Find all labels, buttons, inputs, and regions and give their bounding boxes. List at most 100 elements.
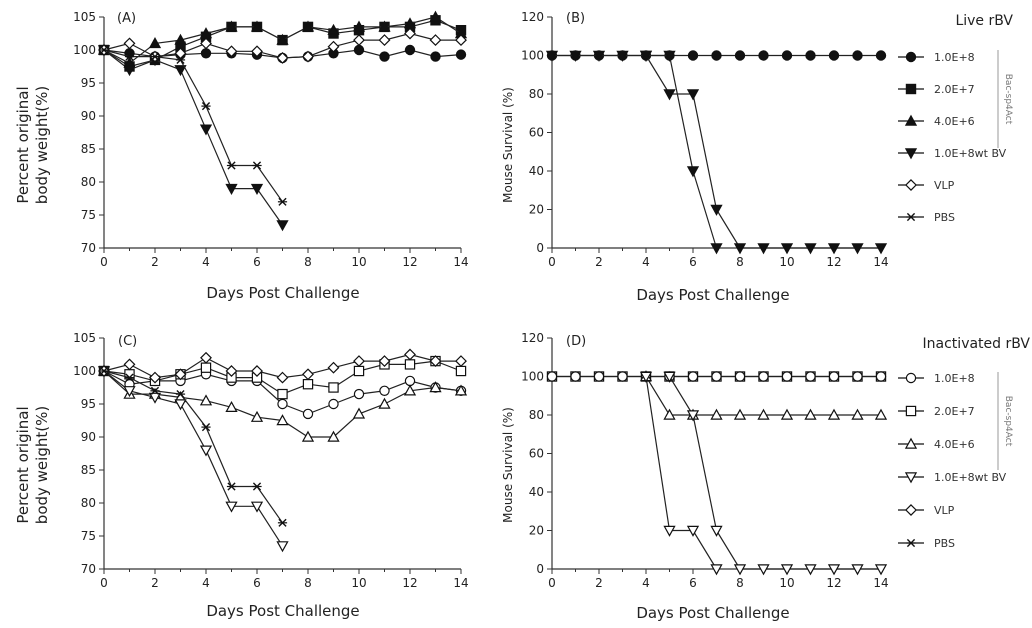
x-tick-label: 10 bbox=[779, 255, 794, 269]
data-point bbox=[404, 348, 416, 361]
y-tick-label: 75 bbox=[81, 208, 96, 222]
y-tick-label: 95 bbox=[81, 397, 96, 411]
data-point bbox=[780, 564, 794, 576]
chart-panel-d: 0 2 4 6 8 10 12 14 0 20 40 60 80 100 120 (D) Days Post C… bbox=[501, 331, 1030, 622]
data-point bbox=[302, 368, 314, 381]
data-point bbox=[827, 408, 841, 420]
data-point bbox=[200, 351, 212, 364]
data-point bbox=[124, 373, 135, 382]
data-point bbox=[875, 50, 887, 61]
data-point bbox=[174, 47, 187, 60]
x-tick-label: 0 bbox=[548, 576, 556, 590]
data-point bbox=[378, 355, 391, 368]
series-2 bbox=[546, 371, 887, 382]
data-point bbox=[546, 371, 558, 382]
x-tick-label: 6 bbox=[253, 255, 261, 269]
data-point bbox=[251, 365, 263, 377]
legend-entry: 1.0E+8 bbox=[898, 372, 975, 385]
legend-entry: 1.0E+8wt BV bbox=[898, 471, 1007, 484]
y-tick-label: 0 bbox=[536, 562, 544, 576]
legend-entry: VLP bbox=[898, 179, 955, 192]
data-point bbox=[663, 371, 676, 383]
data-point bbox=[99, 366, 109, 376]
data-point bbox=[874, 408, 888, 420]
data-point bbox=[429, 355, 442, 368]
data-point bbox=[758, 50, 769, 61]
data-point bbox=[617, 371, 628, 382]
data-point bbox=[805, 50, 816, 61]
legend-label: VLP bbox=[934, 504, 955, 517]
legend-title: Live rBV bbox=[955, 13, 1013, 29]
y-tick-label: 60 bbox=[529, 447, 544, 461]
data-point bbox=[250, 20, 264, 32]
data-point bbox=[827, 564, 841, 576]
data-point bbox=[805, 371, 816, 382]
legend-label: PBS bbox=[934, 537, 955, 550]
data-point bbox=[710, 525, 723, 537]
legend-entry: PBS bbox=[898, 537, 955, 550]
y-tick-label: 105 bbox=[73, 10, 96, 24]
data-point bbox=[148, 392, 162, 404]
data-point bbox=[734, 50, 746, 61]
data-point bbox=[592, 50, 606, 62]
x-tick-label: 2 bbox=[151, 255, 159, 269]
data-point bbox=[757, 564, 770, 576]
data-point bbox=[353, 355, 365, 368]
data-point bbox=[250, 183, 264, 195]
y-tick-label: 80 bbox=[81, 496, 96, 510]
series-5 bbox=[663, 371, 888, 576]
legend-entry: VLP bbox=[898, 504, 955, 517]
legend-label: 2.0E+7 bbox=[934, 405, 975, 418]
series-line bbox=[103, 49, 283, 226]
x-tick-label: 8 bbox=[736, 255, 744, 269]
data-point bbox=[804, 408, 817, 420]
data-point bbox=[200, 362, 212, 373]
data-point bbox=[148, 37, 162, 49]
data-point bbox=[327, 361, 340, 374]
x-tick-label: 4 bbox=[642, 255, 650, 269]
data-point bbox=[226, 482, 237, 491]
data-point bbox=[225, 20, 238, 32]
data-point bbox=[852, 371, 863, 382]
series-line bbox=[103, 370, 284, 547]
y-tick-label: 90 bbox=[81, 430, 96, 444]
panel-label: (C) bbox=[118, 334, 137, 349]
y-tick-label: 95 bbox=[81, 76, 96, 90]
legend-marker bbox=[904, 472, 918, 484]
data-point bbox=[327, 430, 340, 442]
data-point bbox=[199, 445, 213, 457]
legend-title: Inactivated rBV bbox=[923, 336, 1031, 352]
y-axis-title: body weight(%) bbox=[33, 86, 51, 204]
y-axis-title: Percent original bbox=[14, 406, 32, 523]
y-tick-label: 90 bbox=[81, 109, 96, 123]
series-line bbox=[552, 54, 881, 249]
y-tick-label: 20 bbox=[529, 203, 544, 217]
data-point bbox=[174, 33, 187, 45]
data-point bbox=[455, 355, 467, 368]
x-tick-label: 14 bbox=[873, 576, 888, 590]
data-point bbox=[455, 365, 467, 377]
y-axis-title: Mouse Survival (%) bbox=[501, 87, 515, 203]
y-axis-title: Mouse Survival (%) bbox=[501, 407, 515, 523]
data-point bbox=[175, 390, 186, 399]
legend-entry: 2.0E+7 bbox=[898, 405, 975, 418]
legend-label: 1.0E+8 bbox=[934, 51, 975, 64]
x-tick-label: 14 bbox=[453, 576, 468, 590]
legend-label: 1.0E+8 bbox=[934, 372, 975, 385]
data-point bbox=[852, 50, 863, 61]
data-point bbox=[302, 50, 314, 63]
data-point bbox=[710, 204, 723, 216]
data-point bbox=[252, 482, 262, 491]
data-point bbox=[733, 243, 747, 255]
data-point bbox=[711, 50, 722, 61]
data-point bbox=[225, 183, 238, 195]
data-point bbox=[352, 407, 366, 419]
data-point bbox=[225, 45, 238, 58]
data-point bbox=[353, 388, 365, 400]
data-point bbox=[851, 564, 864, 576]
legend-label: 2.0E+7 bbox=[934, 83, 975, 96]
series-3 bbox=[639, 50, 723, 255]
data-point bbox=[123, 37, 136, 50]
data-point bbox=[710, 243, 723, 255]
y-tick-label: 100 bbox=[73, 364, 96, 378]
